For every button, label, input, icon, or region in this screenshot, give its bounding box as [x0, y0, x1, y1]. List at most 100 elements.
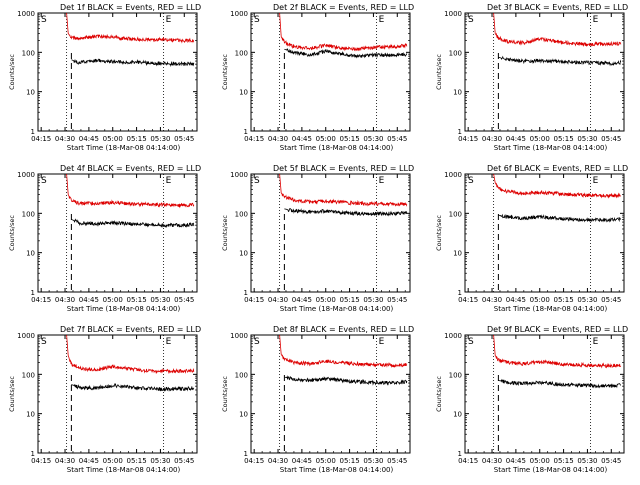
start-marker-label: S — [468, 15, 474, 25]
y-tick-label: 100 — [449, 371, 462, 379]
y-tick-label: 1000 — [230, 10, 248, 18]
plot-frame — [464, 173, 625, 293]
end-marker-label: E — [379, 337, 385, 347]
events-series-line — [284, 48, 408, 59]
y-tick-label: 1000 — [17, 171, 35, 179]
x-tick-label: 05:00 — [316, 296, 336, 304]
x-tick-label: 05:30 — [577, 457, 597, 465]
lld-series-line — [493, 334, 622, 369]
plot-frame — [464, 334, 625, 454]
x-tick-label: 05:30 — [363, 457, 383, 465]
x-tick-label: 05:15 — [126, 296, 146, 304]
end-marker-label: E — [593, 15, 599, 25]
x-tick-label: 05:00 — [530, 296, 550, 304]
y-tick-label: 10 — [239, 250, 248, 258]
x-tick-label: 04:30 — [268, 296, 288, 304]
y-axis-label: Counts/sec — [221, 376, 229, 412]
panel-title: Det 2f BLACK = Events, RED = LLD — [273, 3, 414, 12]
lld-series-line — [279, 173, 408, 207]
x-tick-label: 05:00 — [530, 457, 550, 465]
y-tick-label: 1000 — [230, 332, 248, 340]
x-tick-label: 05:45 — [174, 457, 194, 465]
y-tick-label: 10 — [26, 89, 35, 97]
y-tick-label: 100 — [235, 49, 248, 57]
start-marker-label: S — [254, 176, 260, 186]
start-marker-label: S — [254, 15, 260, 25]
panel-title: Det 7f BLACK = Events, RED = LLD — [60, 325, 201, 334]
x-tick-label: 05:30 — [363, 296, 383, 304]
y-tick-label: 1000 — [444, 10, 462, 18]
y-tick-label: 1 — [31, 289, 35, 297]
x-tick-label: 04:15 — [458, 296, 478, 304]
plot-frame — [37, 12, 198, 132]
panel-title: Det 8f BLACK = Events, RED = LLD — [273, 325, 414, 334]
lld-series-line — [66, 334, 195, 375]
end-marker-label: E — [166, 176, 172, 186]
x-tick-label: 04:15 — [458, 135, 478, 143]
x-tick-label: 04:45 — [79, 457, 99, 465]
x-axis-label: Start Time (18-Mar-08 04:14:00) — [494, 466, 608, 474]
events-series-line — [284, 375, 408, 386]
lld-series-line — [66, 173, 195, 209]
plot-frame — [250, 173, 411, 293]
x-tick-label: 05:30 — [150, 135, 170, 143]
end-marker-label: E — [166, 15, 172, 25]
x-axis-label: Start Time (18-Mar-08 04:14:00) — [280, 305, 394, 313]
x-tick-label: 05:15 — [553, 296, 573, 304]
x-tick-label: 05:15 — [553, 135, 573, 143]
x-axis-label: Start Time (18-Mar-08 04:14:00) — [280, 466, 394, 474]
end-marker-label: E — [593, 176, 599, 186]
x-tick-label: 05:45 — [601, 457, 621, 465]
x-tick-label: 05:30 — [577, 296, 597, 304]
panel-title: Det 1f BLACK = Events, RED = LLD — [60, 3, 201, 12]
x-tick-label: 05:00 — [103, 296, 123, 304]
y-tick-label: 1 — [458, 128, 462, 136]
y-tick-label: 100 — [449, 49, 462, 57]
start-marker-label: S — [254, 337, 260, 347]
x-tick-label: 05:45 — [174, 135, 194, 143]
end-marker-label: E — [379, 176, 385, 186]
x-axis-label: Start Time (18-Mar-08 04:14:00) — [67, 466, 181, 474]
y-tick-label: 1000 — [17, 10, 35, 18]
y-axis-label: Counts/sec — [435, 376, 443, 412]
x-tick-label: 05:45 — [387, 457, 407, 465]
x-axis-label: Start Time (18-Mar-08 04:14:00) — [67, 144, 181, 152]
y-tick-label: 10 — [453, 250, 462, 258]
y-tick-label: 100 — [22, 49, 35, 57]
panel-det-1: Det 1f BLACK = Events, RED = LLD 1 10 100 10… — [8, 3, 201, 152]
y-tick-label: 100 — [235, 371, 248, 379]
lld-series-line — [493, 173, 622, 199]
start-marker-label: S — [41, 176, 47, 186]
events-series-line — [71, 218, 195, 229]
y-tick-label: 1000 — [444, 171, 462, 179]
x-tick-label: 04:15 — [244, 296, 264, 304]
x-tick-label: 04:15 — [31, 296, 51, 304]
events-series-line — [284, 208, 408, 217]
y-tick-label: 1 — [458, 450, 462, 458]
plot-frame — [37, 334, 198, 454]
y-tick-label: 10 — [26, 411, 35, 419]
y-tick-label: 1 — [31, 128, 35, 136]
events-series-line — [498, 378, 622, 389]
end-marker-label: E — [166, 337, 172, 347]
x-tick-label: 04:30 — [55, 296, 75, 304]
x-tick-label: 05:30 — [150, 457, 170, 465]
x-tick-label: 04:30 — [268, 135, 288, 143]
y-tick-label: 1000 — [444, 332, 462, 340]
x-tick-label: 05:15 — [126, 457, 146, 465]
x-tick-label: 05:45 — [174, 296, 194, 304]
y-tick-label: 100 — [22, 210, 35, 218]
plot-frame — [464, 12, 625, 132]
y-tick-label: 1 — [458, 289, 462, 297]
x-tick-label: 05:00 — [530, 135, 550, 143]
panel-title: Det 4f BLACK = Events, RED = LLD — [60, 164, 201, 173]
panel-title: Det 9f BLACK = Events, RED = LLD — [487, 325, 628, 334]
plot-frame — [250, 334, 411, 454]
x-tick-label: 04:15 — [244, 135, 264, 143]
panel-title: Det 5f BLACK = Events, RED = LLD — [273, 164, 414, 173]
x-tick-label: 05:00 — [316, 135, 336, 143]
events-series-line — [498, 213, 622, 223]
start-marker-label: S — [468, 176, 474, 186]
x-tick-label: 04:45 — [79, 296, 99, 304]
